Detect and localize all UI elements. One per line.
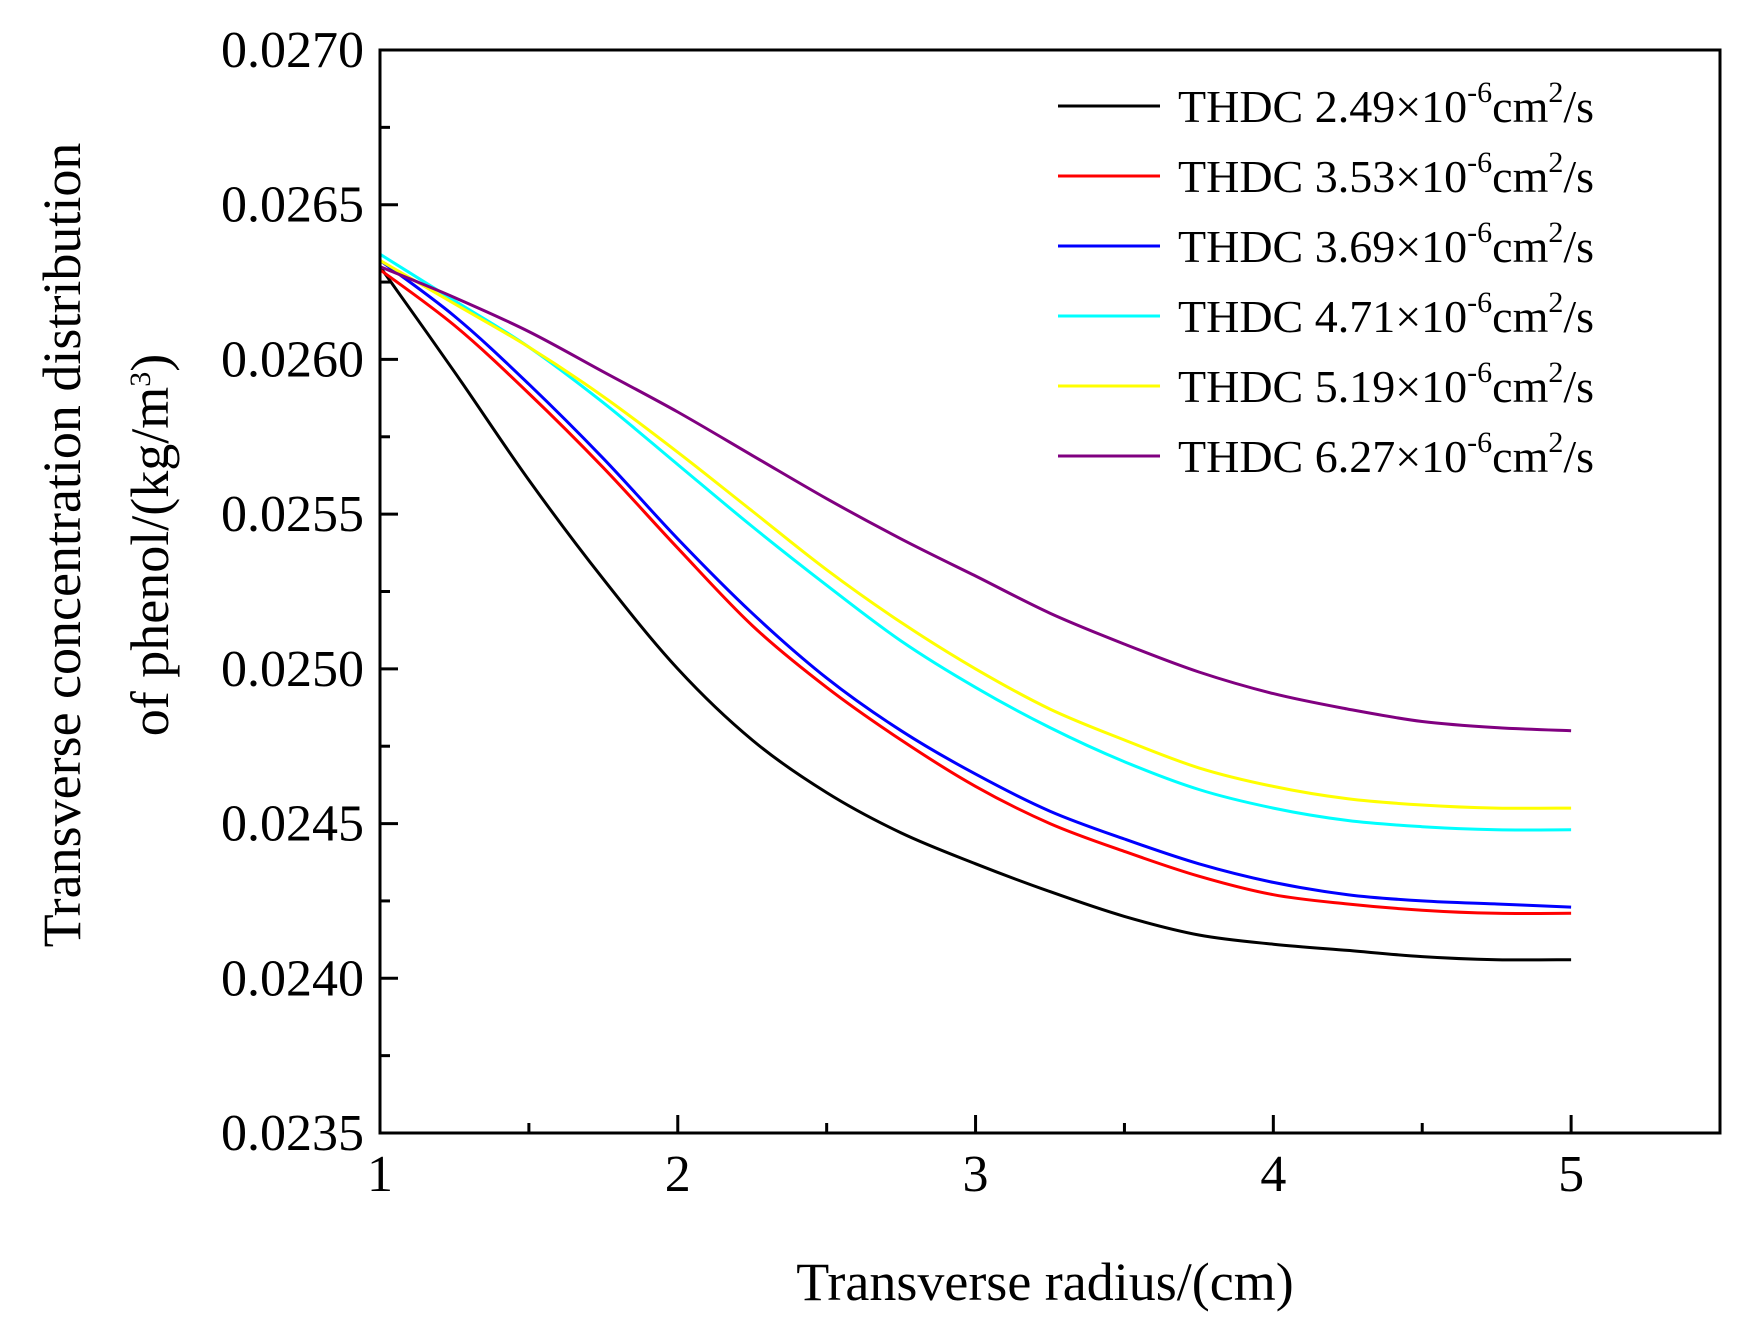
legend-label-part: cm: [1492, 361, 1548, 412]
legend-label: THDC 5.19×10-6cm2/s: [1178, 356, 1594, 412]
legend-label-part: 2: [1548, 286, 1563, 319]
legend-label-part: -6: [1467, 426, 1492, 459]
legend-label-part: 2: [1548, 146, 1563, 179]
legend-label-part: /s: [1563, 431, 1594, 482]
legend-label-part: THDC 4.71×10: [1178, 291, 1467, 342]
legend-label-part: cm: [1492, 81, 1548, 132]
legend-label-part: /s: [1563, 221, 1594, 272]
x-tick-label: 5: [1558, 1146, 1584, 1203]
legend-label-part: 2: [1548, 216, 1563, 249]
y-tick-label: 0.0245: [221, 796, 364, 853]
legend-label-part: /s: [1563, 361, 1594, 412]
legend-label: THDC 3.69×10-6cm2/s: [1178, 216, 1594, 272]
legend-label-part: THDC 3.69×10: [1178, 221, 1467, 272]
series-line-5: [380, 260, 1571, 808]
y-tick-label: 0.0250: [221, 641, 364, 698]
legend-label-part: -6: [1467, 216, 1492, 249]
y-axis-title-line1: Transverse concentration distribution: [32, 143, 92, 948]
x-tick-label: 1: [367, 1146, 393, 1203]
legend-label-part: 2: [1548, 426, 1563, 459]
y-tick-label: 0.0260: [221, 331, 364, 388]
legend-label-part: THDC 3.53×10: [1178, 151, 1467, 202]
legend-label-part: cm: [1492, 291, 1548, 342]
x-tick-label: 2: [665, 1146, 691, 1203]
legend-label-part: cm: [1492, 431, 1548, 482]
legend-label-part: /s: [1563, 291, 1594, 342]
y-tick-label: 0.0265: [221, 177, 364, 234]
legend-label-part: cm: [1492, 221, 1548, 272]
legend-label-part: THDC 5.19×10: [1178, 361, 1467, 412]
line-chart: 1 2 3 4 5 0.0235 0.0240 0.0245 0.0250 0.0255 0.026…: [0, 0, 1746, 1324]
y-tick-label: 0.0240: [221, 950, 364, 1007]
legend-label-part: /s: [1563, 81, 1594, 132]
chart-container: 1 2 3 4 5 0.0235 0.0240 0.0245 0.0250 0.0255 0.026…: [0, 0, 1746, 1324]
legend-label-part: -6: [1467, 146, 1492, 179]
y-axis-title-line2-prefix: of phenol/(kg/m: [120, 387, 180, 736]
legend-label: THDC 2.49×10-6cm2/s: [1178, 76, 1594, 132]
x-tick-label: 3: [963, 1146, 989, 1203]
legend-label: THDC 6.27×10-6cm2/s: [1178, 426, 1594, 482]
legend-label-part: -6: [1467, 286, 1492, 319]
y-tick-label: 0.0235: [221, 1105, 364, 1162]
y-tick-label: 0.0270: [221, 22, 364, 79]
legend-label-part: 2: [1548, 356, 1563, 389]
x-axis-title: Transverse radius/(cm): [796, 1252, 1293, 1312]
series-line-3: [380, 260, 1571, 907]
y-axis-title-line2: of phenol/(kg/m3): [120, 354, 180, 736]
legend-label-part: THDC 2.49×10: [1178, 81, 1467, 132]
plot-frame: [380, 50, 1720, 1133]
legend-label-part: -6: [1467, 356, 1492, 389]
y-tick-label: 0.0255: [221, 486, 364, 543]
legend-label-part: cm: [1492, 151, 1548, 202]
legend-label: THDC 4.71×10-6cm2/s: [1178, 286, 1594, 342]
legend-label-part: -6: [1467, 76, 1492, 109]
legend-label-part: 2: [1548, 76, 1563, 109]
x-tick-label: 4: [1260, 1146, 1286, 1203]
legend-label-part: THDC 6.27×10: [1178, 431, 1467, 482]
y-axis-title-line2-sup: 3: [124, 372, 157, 387]
legend-label: THDC 3.53×10-6cm2/s: [1178, 146, 1594, 202]
legend-label-part: /s: [1563, 151, 1594, 202]
y-axis-title-line2-suffix: ): [120, 354, 180, 372]
